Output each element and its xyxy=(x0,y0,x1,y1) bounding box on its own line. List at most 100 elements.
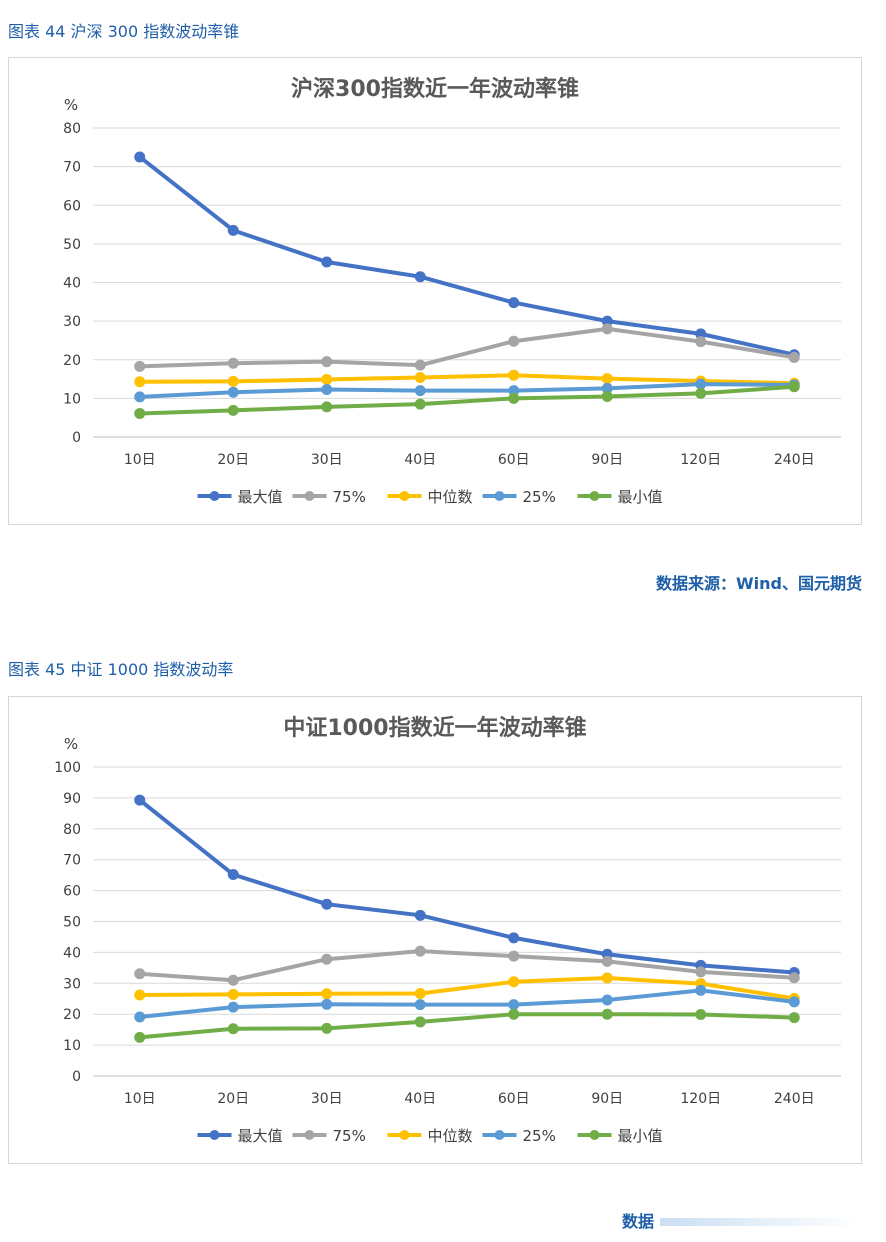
chart-panel: 沪深300指数近一年波动率锥% 0 10 20 30 40 50 60 70 80 10日 20日 30… xyxy=(8,57,862,525)
legend-label: 最大值 xyxy=(238,488,283,506)
data-point xyxy=(695,378,707,390)
source-note: 数据 xyxy=(622,1212,655,1231)
data-point xyxy=(227,404,239,416)
legend-marker xyxy=(304,1130,315,1140)
y-tick-label: 40 xyxy=(63,945,81,961)
x-tick-label: 90日 xyxy=(591,1091,623,1107)
data-point xyxy=(508,335,520,347)
source-note: 数据来源：Wind、国元期货 xyxy=(656,574,862,593)
y-tick-label: 100 xyxy=(54,760,81,776)
x-tick-label: 60日 xyxy=(498,452,530,468)
data-point xyxy=(414,945,426,957)
y-tick-label: 40 xyxy=(63,276,81,292)
data-point xyxy=(414,1016,426,1028)
legend-label: 25% xyxy=(523,488,556,506)
y-tick-label: 60 xyxy=(63,884,81,900)
data-point xyxy=(601,972,613,984)
legend-label: 75% xyxy=(333,488,366,506)
data-point xyxy=(227,386,239,398)
data-point xyxy=(321,356,333,368)
x-tick-label: 120日 xyxy=(680,452,721,468)
figure-caption: 图表 45 中证 1000 指数波动率 xyxy=(8,660,234,679)
legend-marker xyxy=(589,1130,600,1140)
fade-bar xyxy=(660,1218,860,1226)
y-tick-label: 0 xyxy=(72,1069,81,1085)
data-point xyxy=(601,373,613,385)
series-line xyxy=(137,988,797,1019)
x-tick-label: 40日 xyxy=(404,452,436,468)
x-tick-label: 10日 xyxy=(124,452,156,468)
y-tick-label: 0 xyxy=(72,430,81,446)
chart-title: 中证1000指数近一年波动率锥 xyxy=(283,715,586,741)
data-point xyxy=(788,351,800,363)
data-point xyxy=(321,383,333,395)
data-point xyxy=(414,398,426,410)
legend-label: 中位数 xyxy=(428,1127,473,1145)
legend-marker xyxy=(494,491,505,501)
data-point xyxy=(508,999,520,1011)
data-point xyxy=(134,376,146,388)
data-point xyxy=(788,972,800,984)
y-tick-label: 80 xyxy=(63,121,81,137)
data-point xyxy=(414,999,426,1011)
data-point xyxy=(227,988,239,1000)
legend-label: 最大值 xyxy=(238,1127,283,1145)
data-point xyxy=(227,974,239,986)
data-point xyxy=(321,373,333,385)
data-point xyxy=(508,1008,520,1020)
y-tick-label: 20 xyxy=(63,353,81,369)
x-tick-label: 240日 xyxy=(774,452,815,468)
data-point xyxy=(695,1009,707,1021)
data-point xyxy=(414,359,426,371)
legend-marker xyxy=(494,1130,505,1140)
series-line xyxy=(137,384,797,416)
series-line xyxy=(137,976,797,1001)
x-tick-label: 240日 xyxy=(774,1091,815,1107)
legend-label: 最小值 xyxy=(618,488,663,506)
legend-label: 中位数 xyxy=(428,488,473,506)
data-point xyxy=(321,988,333,1000)
data-point xyxy=(227,224,239,236)
data-point xyxy=(508,932,520,944)
x-tick-label: 20日 xyxy=(217,1091,249,1107)
data-point xyxy=(508,976,520,988)
data-point xyxy=(321,1022,333,1034)
legend-marker xyxy=(304,491,315,501)
series-line xyxy=(137,326,797,369)
data-point xyxy=(414,271,426,283)
y-tick-label: 10 xyxy=(63,1038,81,1054)
data-point xyxy=(414,909,426,921)
y-tick-label: 50 xyxy=(63,237,81,253)
x-tick-label: 20日 xyxy=(217,452,249,468)
series-line xyxy=(137,154,797,357)
data-point xyxy=(508,369,520,381)
y-tick-label: 60 xyxy=(63,198,81,214)
data-point xyxy=(695,336,707,348)
y-tick-label: 10 xyxy=(63,391,81,407)
data-point xyxy=(414,372,426,384)
y-tick-label: 90 xyxy=(63,791,81,807)
y-tick-label: 20 xyxy=(63,1007,81,1023)
data-point xyxy=(227,1023,239,1035)
data-point xyxy=(695,984,707,996)
data-point xyxy=(134,794,146,806)
volatility-cone-chart: 沪深300指数近一年波动率锥% 0 10 20 30 40 50 60 70 80 10日 20日 30… xyxy=(63,76,841,506)
data-point xyxy=(508,297,520,309)
data-point xyxy=(788,996,800,1008)
y-tick-label: 70 xyxy=(63,853,81,869)
data-point xyxy=(414,385,426,397)
data-point xyxy=(321,401,333,413)
data-point xyxy=(601,323,613,335)
series-line xyxy=(137,373,797,386)
series-line xyxy=(137,1012,797,1040)
legend-label: 75% xyxy=(333,1127,366,1145)
data-point xyxy=(321,998,333,1010)
chart-panel: 中证1000指数近一年波动率锥% 0 10 20 30 40 50 60 70 80 90 100 10… xyxy=(8,696,862,1164)
data-point xyxy=(508,950,520,962)
legend-marker xyxy=(209,491,220,501)
data-point xyxy=(601,1008,613,1020)
series-line xyxy=(137,382,797,399)
data-point xyxy=(134,407,146,419)
y-axis-unit: % xyxy=(64,735,78,753)
volatility-cone-chart: 中证1000指数近一年波动率锥% 0 10 20 30 40 50 60 70 80 90 100 10… xyxy=(54,715,841,1145)
